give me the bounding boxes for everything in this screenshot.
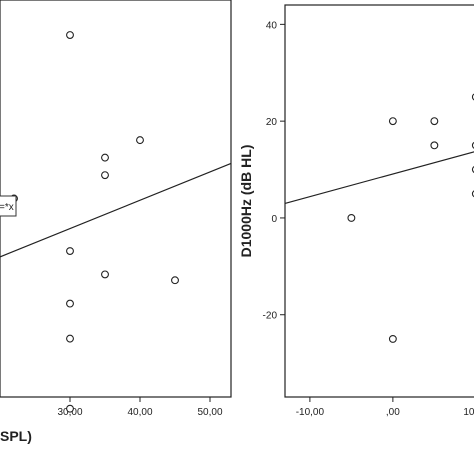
data-point: [66, 299, 74, 308]
y-tick-label: 0: [271, 214, 277, 225]
left-equation-box: [0, 195, 17, 217]
right-axis-ticks: -10,00 ,00 10,00 -20 0 20 40: [263, 20, 474, 418]
data-point: [101, 153, 109, 162]
data-point: [136, 136, 144, 145]
left-x-axis-label: SPL): [0, 428, 32, 444]
right-scatter-panel: -10,00 ,00 10,00 -20 0 20 40 D1000Hz (dB HL): [238, 4, 474, 418]
data-point: [101, 270, 109, 279]
data-point: [171, 276, 179, 285]
x-tick-label: 50,00: [197, 407, 222, 418]
data-point: [388, 334, 397, 343]
x-tick-label: 10,00: [463, 407, 474, 418]
right-plot-frame: [284, 4, 474, 398]
y-tick-label: 40: [266, 20, 278, 31]
x-tick-label: 40,00: [127, 407, 152, 418]
data-point: [66, 404, 74, 413]
left-equation-label: =*x: [0, 202, 14, 213]
data-point: [66, 31, 74, 39]
right-y-axis-label: D1000Hz (dB HL): [238, 145, 254, 258]
left-points: [10, 31, 179, 413]
data-point: [101, 171, 109, 180]
data-point: [66, 247, 74, 255]
left-fit-line: [0, 162, 232, 258]
data-point: [430, 117, 439, 126]
data-point: [347, 213, 356, 222]
data-point: [388, 117, 397, 126]
y-tick-label: 20: [266, 117, 278, 128]
x-tick-label: -10,00: [296, 407, 325, 418]
data-point: [66, 334, 74, 343]
left-plot-frame: [0, 0, 232, 398]
data-point: [430, 141, 439, 150]
right-fit-line: [284, 151, 474, 204]
y-tick-label: -20: [263, 311, 278, 322]
x-tick-label: ,00: [386, 407, 400, 418]
